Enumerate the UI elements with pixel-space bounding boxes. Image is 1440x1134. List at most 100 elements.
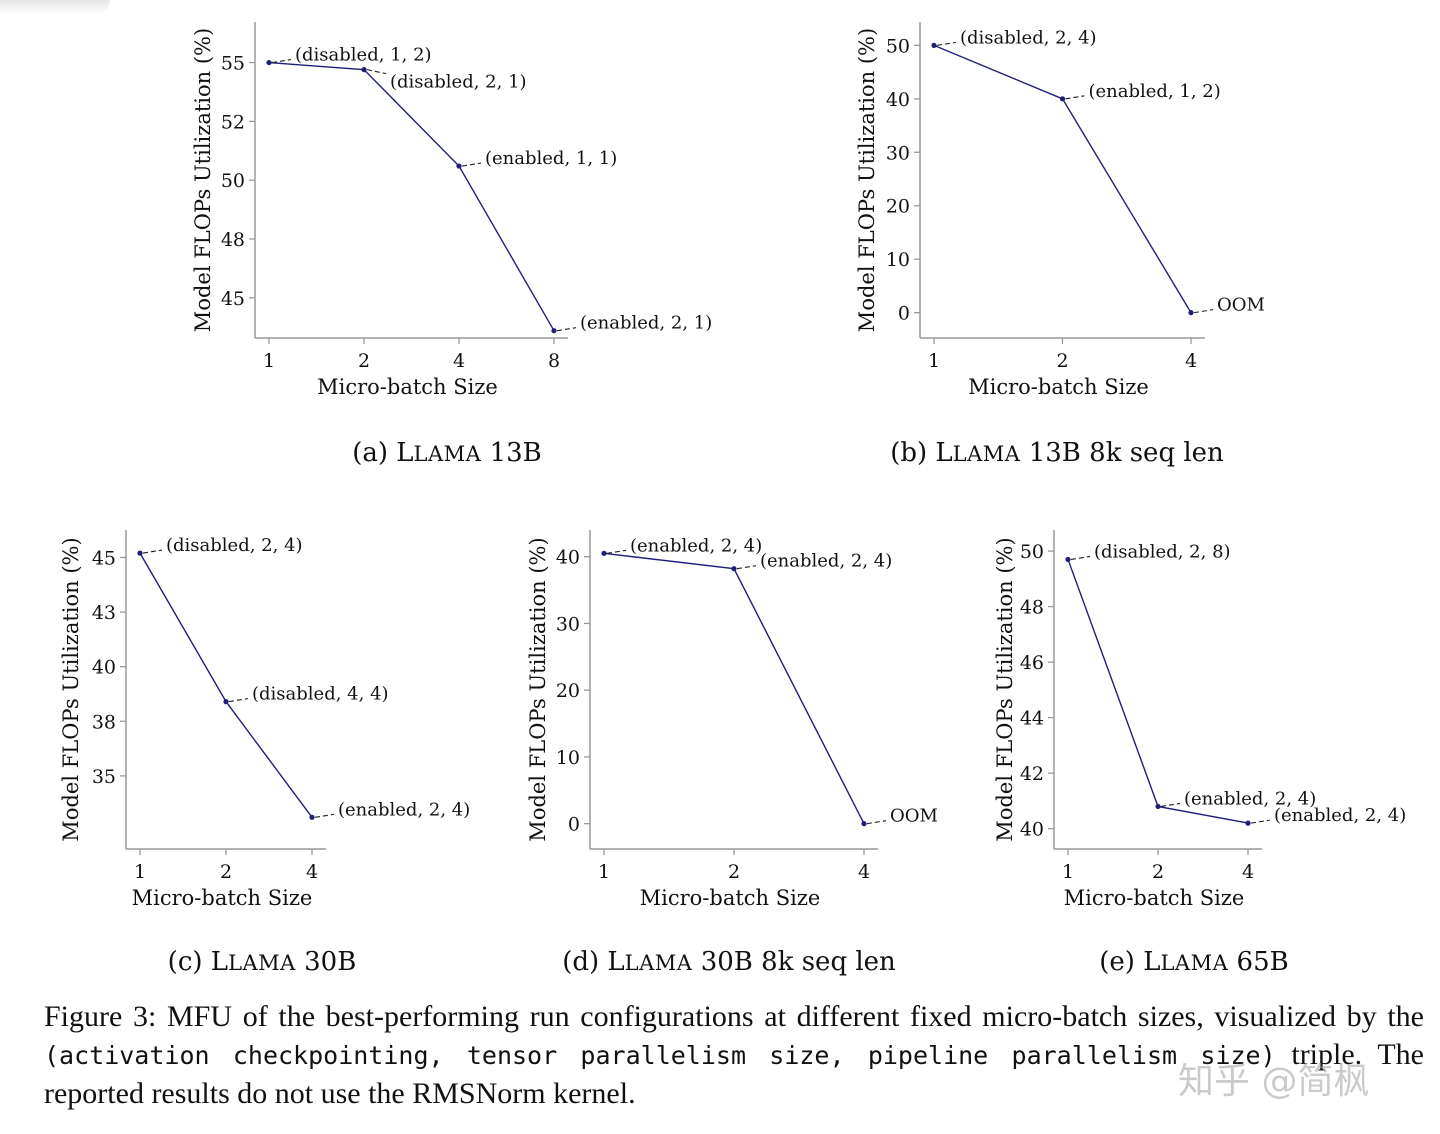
series-line-d [603, 552, 865, 824]
data-point [137, 550, 143, 556]
x-tick-label: 4 [1185, 350, 1197, 372]
point-label-leader [142, 549, 163, 554]
point-label-leader [461, 162, 482, 167]
y-axis-label: Model FLOPs Utilization (%) [526, 537, 550, 841]
panel-e: 40 42 44 46 48 50 1 2 4 Micro-batch Size Model FLO… [993, 530, 1406, 977]
y-tick-label: 20 [556, 680, 580, 702]
data-point [309, 814, 315, 820]
point-label: (disabled, 2, 4) [166, 535, 303, 556]
y-tick-label: 50 [221, 170, 245, 192]
y-tick-label: 40 [92, 657, 116, 679]
x-tick-label: 1 [134, 861, 146, 883]
point-label: (enabled, 2, 4) [630, 535, 762, 556]
y-axis-label: Model FLOPs Utilization (%) [191, 28, 215, 332]
point-label-leader [366, 69, 387, 75]
data-point [931, 42, 937, 48]
point-label: OOM [890, 806, 938, 827]
point-label: (disabled, 1, 2) [295, 45, 432, 66]
x-tick-label: 1 [928, 350, 940, 372]
y-axis-label: Model FLOPs Utilization (%) [855, 28, 879, 332]
data-point [223, 699, 229, 705]
panel-d: 0 10 20 30 40 1 2 4 Micro-batch Size Model FLOPs … [526, 530, 938, 977]
y-axis-label: Model FLOPs Utilization (%) [993, 537, 1017, 841]
y-tick-label: 0 [568, 814, 580, 836]
y-tick-label: 0 [898, 303, 910, 325]
y-tick-label: 40 [556, 547, 580, 569]
data-point [731, 566, 737, 572]
subcaption-suffix: 13B 8k seq len [1020, 438, 1224, 468]
data-point [1155, 803, 1161, 810]
subcaption-a: (a) LLAMA 13B [352, 438, 542, 468]
y-tick-label: 55 [221, 53, 245, 75]
point-label: (enabled, 1, 1) [485, 148, 617, 169]
data-point [551, 328, 557, 334]
subcaption-prefix: (e) L [1099, 947, 1160, 977]
data-point [361, 67, 367, 73]
data-point [456, 163, 462, 169]
y-tick-label: 40 [1020, 819, 1044, 841]
subcaption-suffix: 13B [481, 438, 541, 468]
point-label-leader [936, 41, 957, 46]
y-tick-label: 43 [92, 602, 116, 624]
subcaption-suffix: 65B [1228, 947, 1288, 977]
data-point [1065, 556, 1071, 563]
subcaption-d: (d) LLAMA 30B 8k seq len [562, 947, 896, 977]
y-tick-label: 45 [221, 288, 245, 310]
subcaption-prefix: (a) L [352, 438, 413, 468]
caption-text-start: Figure 3: MFU of the best-performing run… [44, 1000, 1424, 1033]
y-tick-label: 35 [92, 766, 116, 788]
x-tick-label: 2 [220, 861, 232, 883]
subcaption-smallcaps: LAMA [953, 442, 1021, 466]
point-label: (enabled, 2, 4) [760, 551, 892, 572]
y-tick-label: 50 [1020, 541, 1044, 563]
y-tick-label: 30 [556, 613, 580, 635]
y-tick-label: 46 [1020, 652, 1044, 674]
figure-caption: Figure 3: MFU of the best-performing run… [44, 998, 1424, 1113]
x-tick-label: 2 [1056, 350, 1068, 372]
point-label-leader [606, 549, 627, 554]
subcaption-prefix: (c) L [168, 947, 228, 977]
y-tick-label: 10 [886, 249, 910, 271]
x-tick-label: 4 [1242, 861, 1254, 883]
point-label: (enabled, 2, 4) [1184, 788, 1316, 809]
subcaption-e: (e) LLAMA 65B [1099, 947, 1288, 977]
y-tick-label: 30 [886, 142, 910, 164]
x-tick-label: 4 [306, 861, 318, 883]
point-label-leader [1193, 309, 1214, 314]
caption-monospace-triple: (activation checkpointing, tensor parall… [44, 1041, 1276, 1070]
data-point [1059, 96, 1066, 102]
panel-c: 35 38 40 43 45 1 2 4 Micro-batch Size Model FLOPs… [59, 530, 470, 977]
subcaption-smallcaps: LAMA [414, 442, 482, 466]
point-label-leader [314, 813, 335, 818]
subcaption-smallcaps: LAMA [625, 951, 693, 975]
data-point [1188, 310, 1194, 316]
x-tick-label: 1 [263, 350, 275, 372]
x-axis-label: Micro-batch Size [640, 886, 821, 910]
y-tick-label: 38 [92, 711, 116, 733]
x-axis-label: Micro-batch Size [132, 886, 313, 910]
corner-shadow [0, 0, 110, 14]
x-tick-label: 8 [548, 350, 560, 372]
subcaption-suffix: 30B [296, 947, 356, 977]
y-tick-label: 10 [556, 747, 580, 769]
point-label-leader [1250, 819, 1271, 824]
point-label-leader [1065, 95, 1085, 100]
point-label-leader [556, 327, 577, 332]
data-point [1245, 820, 1251, 826]
watermark-text: 知乎 @简枫 [1178, 1061, 1370, 1102]
subcaption-smallcaps: LAMA [1160, 951, 1228, 975]
point-label: (enabled, 1, 2) [1089, 81, 1221, 102]
y-tick-label: 40 [886, 89, 910, 111]
x-tick-label: 2 [728, 861, 740, 883]
y-tick-label: 45 [92, 547, 116, 569]
subcaption-prefix: (b) L [890, 438, 952, 468]
x-axis-label: Micro-batch Size [317, 375, 498, 399]
y-tick-label: 20 [886, 196, 910, 218]
subcaption-c: (c) LLAMA 30B [168, 947, 357, 977]
data-point [266, 59, 272, 66]
subcaption-smallcaps: LAMA [228, 951, 296, 975]
y-tick-label: 48 [221, 229, 245, 251]
series-line-e [1067, 559, 1249, 824]
caption-text-end: triple. The reported results do not use … [44, 1038, 1424, 1110]
